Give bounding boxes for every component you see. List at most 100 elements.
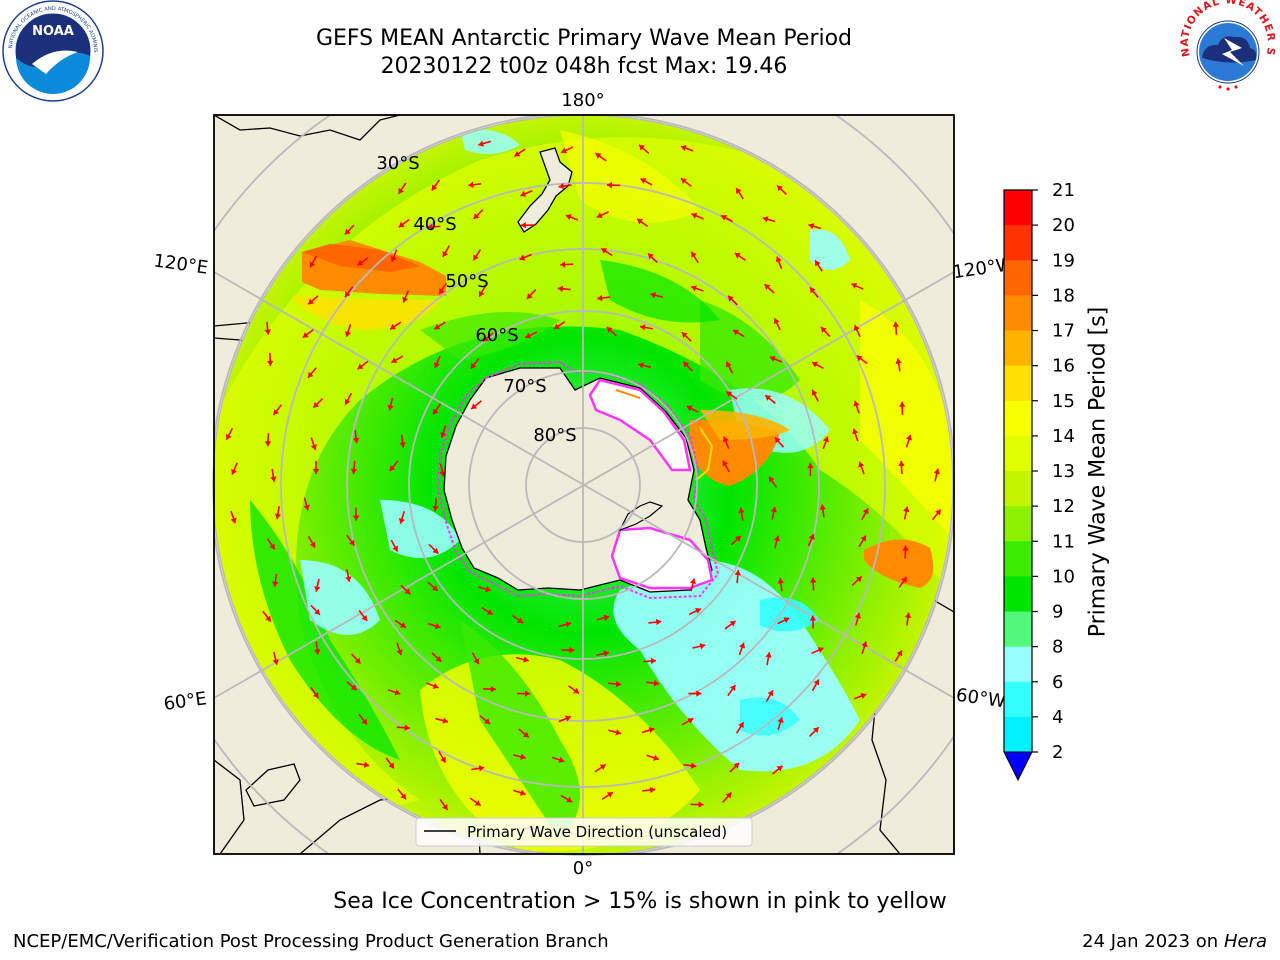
wave-direction-arrow (472, 248, 482, 261)
wave-direction-arrow (688, 608, 702, 616)
wave-direction-arrow (442, 245, 451, 258)
wave-direction-arrow (683, 762, 697, 769)
colorbar-tick-label: 11 (1052, 531, 1075, 552)
wave-direction-arrow (681, 331, 692, 342)
wave-direction-arrow (898, 576, 908, 589)
wave-direction-arrow (809, 615, 817, 629)
wave-direction-arrow (358, 610, 368, 622)
wave-direction-arrow (402, 290, 410, 303)
wave-direction-arrow (426, 682, 439, 689)
colorbar-segment (1004, 611, 1032, 648)
wave-direction-arrow (648, 618, 662, 626)
wave-direction-arrow (600, 247, 613, 257)
wave-direction-arrow (310, 604, 321, 616)
wave-direction-arrow (396, 642, 403, 656)
wave-direction-arrow (513, 148, 526, 158)
wave-direction-arrow (734, 252, 746, 261)
colorbar-tick-label: 21 (1052, 180, 1075, 201)
wave-direction-arrow (526, 288, 537, 300)
wave-direction-arrow (692, 643, 706, 650)
wave-direction-arrow (470, 357, 480, 370)
wave-direction-arrow (773, 535, 780, 549)
wave-direction-arrow (356, 761, 370, 768)
wave-direction-arrow (397, 788, 407, 800)
wave-direction-arrow (519, 253, 532, 261)
colorbar-tick-label: 10 (1052, 566, 1075, 587)
wave-direction-arrow (856, 355, 868, 365)
date-text: 24 Jan 2023 on (1082, 931, 1224, 952)
wave-direction-arrow (524, 331, 538, 339)
wave-direction-arrow (435, 717, 449, 724)
wave-direction-arrow (688, 690, 702, 697)
lon-label-120e: 120°E (152, 250, 209, 278)
wave-direction-arrow (774, 436, 785, 448)
lat-label-60s: 60°S (475, 325, 518, 346)
wave-direction-arrow (724, 620, 737, 630)
wave-direction-arrow (314, 641, 321, 655)
wave-direction-arrow (309, 255, 318, 268)
wave-direction-arrow (727, 684, 736, 697)
lat-label-30s: 30°S (376, 153, 419, 174)
wave-direction-arrow (520, 190, 533, 197)
wave-direction-arrow (310, 437, 317, 451)
wave-direction-arrow (307, 367, 317, 379)
wave-direction-arrows (225, 140, 942, 840)
wave-direction-arrow (902, 545, 909, 559)
lon-label-60w: 60°W (955, 685, 1007, 713)
wave-direction-arrow (898, 460, 905, 475)
wave-direction-arrow (861, 641, 868, 654)
wave-direction-arrow (515, 656, 529, 663)
wave-direction-arrow (267, 352, 274, 366)
wave-direction-arrow (389, 460, 399, 472)
wave-direction-arrow (646, 754, 660, 761)
colorbar-tick-label: 6 (1052, 672, 1063, 693)
wave-direction-arrow (638, 144, 650, 155)
wave-direction-arrow (932, 509, 942, 521)
wave-direction-arrow (777, 717, 784, 731)
wave-direction-arrow (264, 433, 272, 447)
credit-line: NCEP/EMC/Verification Post Processing Pr… (13, 931, 609, 952)
wave-direction-arrow (274, 506, 282, 520)
wave-direction-arrow (807, 533, 815, 547)
wave-direction-arrow (558, 621, 572, 628)
wave-direction-arrow (608, 729, 622, 736)
date-line: 24 Jan 2023 on Hera (1082, 931, 1267, 952)
wave-direction-arrow (647, 252, 658, 264)
wave-direction-arrow (601, 791, 614, 801)
wave-direction-arrow (809, 577, 817, 591)
wave-direction-arrow (262, 610, 272, 622)
colorbar-title: Primary Wave Mean Period [s] (1085, 306, 1111, 638)
wave-direction-arrow (568, 685, 580, 695)
wave-direction-arrow (811, 389, 819, 402)
colorbar-segment (1004, 435, 1032, 472)
wave-direction-arrow (596, 614, 610, 621)
wave-direction-arrow (390, 249, 398, 263)
wave-direction-arrow (428, 543, 439, 555)
wave-direction-arrow (264, 321, 271, 335)
wave-direction-arrow (358, 713, 368, 726)
wave-direction-arrow (646, 679, 660, 687)
wave-direction-arrow (561, 646, 575, 654)
colorbar-tick-label: 4 (1052, 707, 1063, 728)
lat-label-40s: 40°S (413, 214, 456, 235)
wave-direction-arrow (560, 261, 574, 268)
wave-direction-arrow (851, 575, 863, 586)
wave-direction-arrow (560, 794, 573, 803)
wave-direction-arrow (344, 392, 353, 406)
colorbar-tick-label: 12 (1052, 496, 1075, 517)
colorbar-segment (1004, 681, 1032, 718)
wave-direction-arrow (398, 511, 405, 524)
wave-direction-arrow (385, 757, 395, 769)
wave-direction-arrow (312, 460, 320, 474)
wave-direction-arrow (764, 283, 775, 294)
colorbar-segment (1004, 260, 1032, 296)
colorbar-segment (1004, 541, 1032, 577)
wave-direction-arrow (438, 751, 447, 764)
wave-direction-arrow (738, 507, 745, 521)
colorbar-tick-label: 8 (1052, 637, 1063, 658)
wave-direction-arrow (470, 400, 482, 410)
colorbar-tick-label: 17 (1052, 321, 1075, 342)
wave-direction-arrow (773, 317, 781, 331)
wave-direction-arrow (346, 681, 358, 691)
